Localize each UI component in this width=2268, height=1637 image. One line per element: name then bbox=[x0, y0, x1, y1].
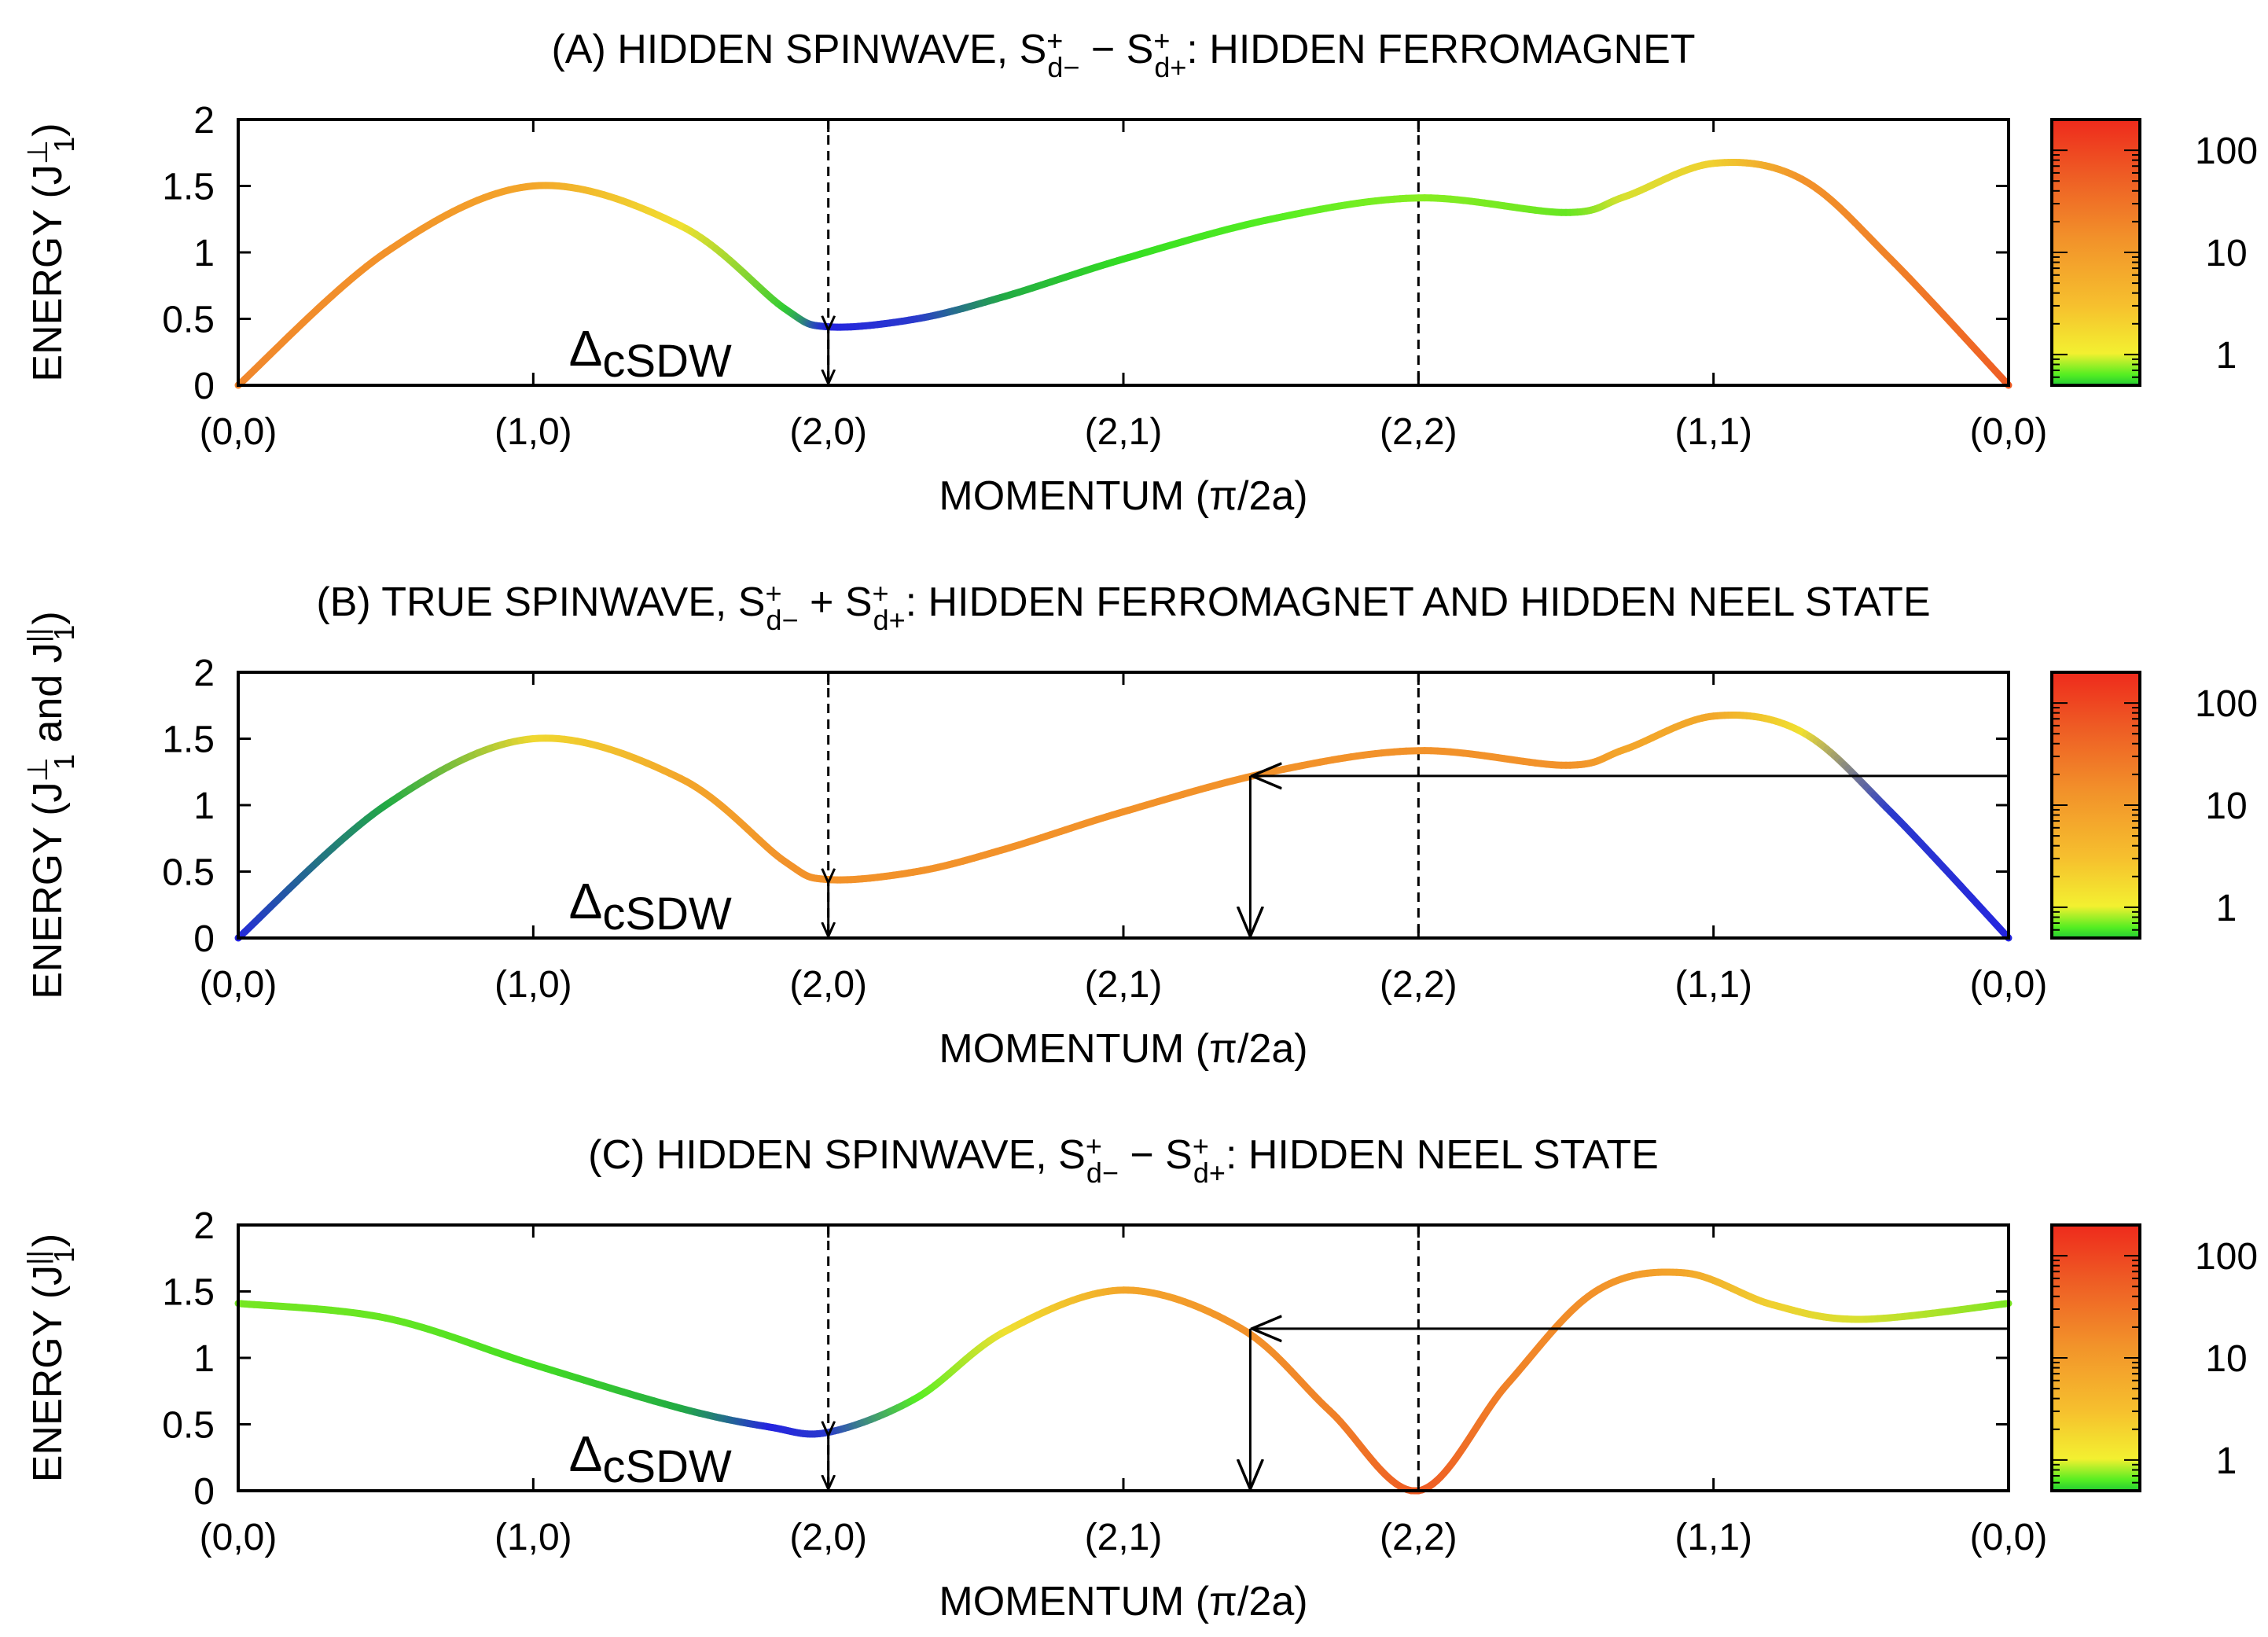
y-axis-label: ENERGY (J⊥1 and J||1) bbox=[21, 611, 80, 999]
x-axis-label: MOMENTUM (π/2a) bbox=[939, 1026, 1307, 1072]
y-tick-label: 1 bbox=[193, 233, 215, 274]
gap-label: ΔcSDW bbox=[569, 873, 732, 940]
panel-C: (C) HIDDEN SPINWAVE, S+ d− − S+ d+: HIDDEN… bbox=[21, 1130, 2258, 1624]
y-tick-label: 0.5 bbox=[162, 1405, 215, 1447]
x-tick-label: (0,0) bbox=[200, 411, 278, 453]
panel-A: (A) HIDDEN SPINWAVE, S+ d− − S+ d+: HIDDEN… bbox=[21, 24, 2258, 519]
colorbar-tick-label: 1 bbox=[2216, 1440, 2237, 1482]
x-tick-label: (0,0) bbox=[1970, 964, 2048, 1006]
colorbar-tick-label: 10 bbox=[2205, 233, 2247, 274]
panel-title: (C) HIDDEN SPINWAVE, S+ d− − S+ d+: HIDDEN… bbox=[588, 1130, 1659, 1189]
x-axis-label: MOMENTUM (π/2a) bbox=[939, 473, 1307, 519]
x-tick-label: (1,0) bbox=[494, 964, 572, 1006]
colorbar: 1 10 100 bbox=[2050, 671, 2258, 940]
x-tick-label: (2,0) bbox=[789, 411, 867, 453]
x-tick-label: (2,2) bbox=[1380, 964, 1457, 1006]
gap-label: ΔcSDW bbox=[569, 320, 732, 387]
x-tick-label: (1,1) bbox=[1674, 411, 1752, 453]
y-tick-label: 1.5 bbox=[162, 719, 215, 761]
x-tick-label: (2,1) bbox=[1085, 411, 1163, 453]
x-tick-label: (2,1) bbox=[1085, 1517, 1163, 1558]
x-tick-label: (0,0) bbox=[1970, 1517, 2048, 1558]
y-tick-label: 2 bbox=[193, 653, 215, 694]
y-tick-label: 2 bbox=[193, 1205, 215, 1247]
colorbar: 1 10 100 bbox=[2050, 1223, 2258, 1492]
y-tick-label: 2 bbox=[193, 100, 215, 142]
y-tick-label: 1.5 bbox=[162, 1272, 215, 1314]
y-axis-label: ENERGY (J⊥1) bbox=[21, 123, 80, 381]
x-tick-label: (0,0) bbox=[200, 1517, 278, 1558]
dispersion-curve bbox=[234, 712, 2013, 942]
y-tick-label: 0 bbox=[193, 918, 215, 960]
y-tick-label: 1 bbox=[193, 785, 215, 827]
y-tick-label: 0.5 bbox=[162, 300, 215, 341]
colorbar-tick-label: 100 bbox=[2195, 131, 2258, 172]
colorbar: 1 10 100 bbox=[2050, 118, 2258, 387]
panel-B: (B) TRUE SPINWAVE, S+ d− + S+ d+: HIDDEN F… bbox=[21, 577, 2258, 1072]
y-tick-label: 0.5 bbox=[162, 852, 215, 894]
x-tick-label: (1,0) bbox=[494, 411, 572, 453]
x-tick-label: (2,1) bbox=[1085, 964, 1163, 1006]
x-tick-label: (0,0) bbox=[1970, 411, 2048, 453]
colorbar-tick-label: 100 bbox=[2195, 1236, 2258, 1278]
colorbar-tick-label: 10 bbox=[2205, 785, 2247, 827]
x-tick-label: (1,1) bbox=[1674, 964, 1752, 1006]
x-axis-label: MOMENTUM (π/2a) bbox=[939, 1579, 1307, 1624]
y-tick-label: 1 bbox=[193, 1338, 215, 1380]
x-tick-label: (0,0) bbox=[200, 964, 278, 1006]
colorbar-tick-label: 100 bbox=[2195, 683, 2258, 725]
colorbar-tick-label: 1 bbox=[2216, 888, 2237, 929]
y-tick-label: 1.5 bbox=[162, 167, 215, 208]
y-tick-label: 0 bbox=[193, 1471, 215, 1513]
x-tick-label: (2,0) bbox=[789, 964, 867, 1006]
dispersion-curve bbox=[234, 1268, 2013, 1495]
dispersion-curve bbox=[234, 159, 2013, 389]
panel-title: (B) TRUE SPINWAVE, S+ d− + S+ d+: HIDDEN F… bbox=[316, 577, 1930, 636]
colorbar-tick-label: 1 bbox=[2216, 335, 2237, 377]
colorbar-tick-label: 10 bbox=[2205, 1338, 2247, 1380]
x-tick-label: (2,0) bbox=[789, 1517, 867, 1558]
gap-label: ΔcSDW bbox=[569, 1425, 732, 1492]
x-tick-label: (1,1) bbox=[1674, 1517, 1752, 1558]
x-tick-label: (2,2) bbox=[1380, 1517, 1457, 1558]
panel-title: (A) HIDDEN SPINWAVE, S+ d− − S+ d+: HIDDEN… bbox=[551, 24, 1695, 83]
y-tick-label: 0 bbox=[193, 366, 215, 407]
y-axis-label: ENERGY (J||1) bbox=[21, 1234, 80, 1483]
x-tick-label: (1,0) bbox=[494, 1517, 572, 1558]
x-tick-label: (2,2) bbox=[1380, 411, 1457, 453]
